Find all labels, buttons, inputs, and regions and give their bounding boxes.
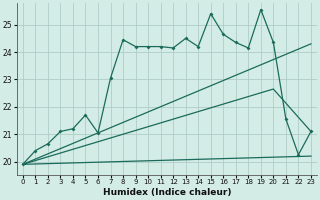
X-axis label: Humidex (Indice chaleur): Humidex (Indice chaleur)	[103, 188, 231, 197]
